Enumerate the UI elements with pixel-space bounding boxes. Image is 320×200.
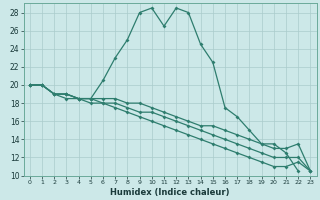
X-axis label: Humidex (Indice chaleur): Humidex (Indice chaleur) [110,188,230,197]
